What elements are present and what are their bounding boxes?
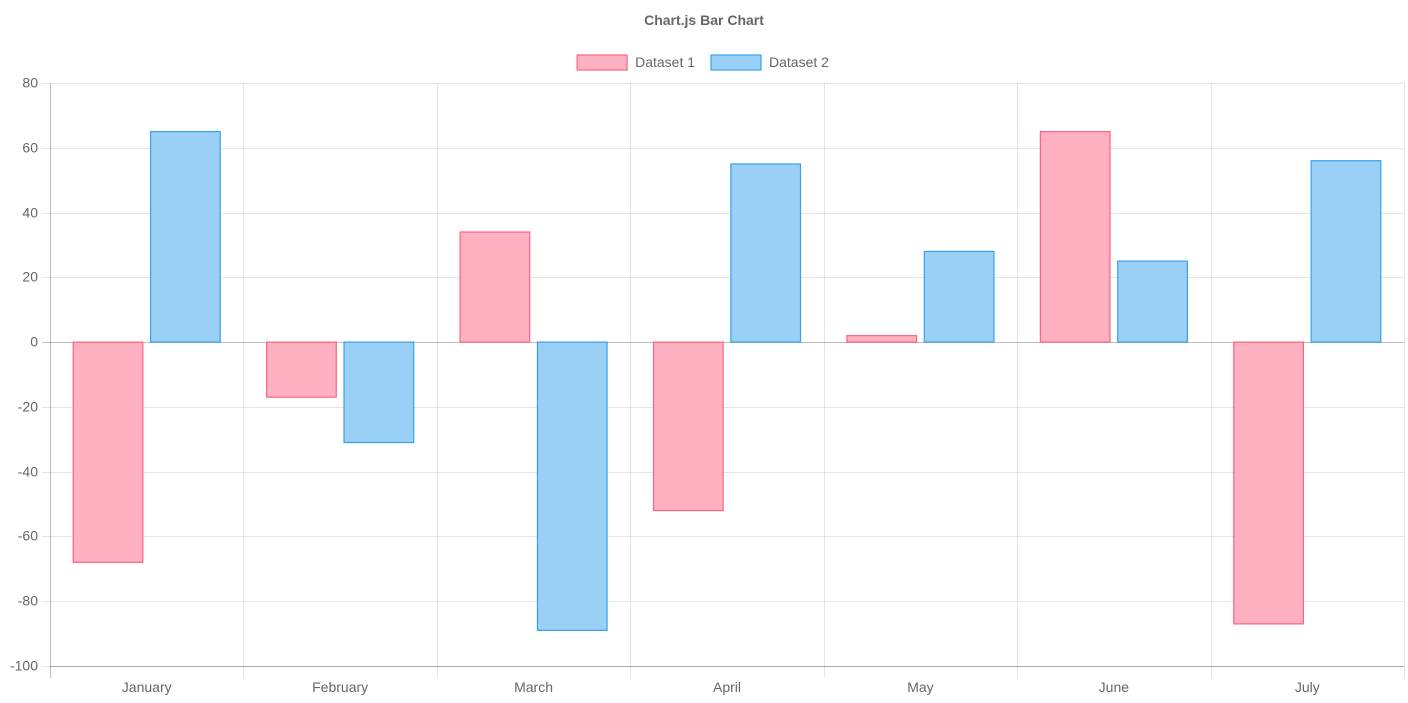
legend-swatch [710, 54, 762, 71]
bar-series-2-may [923, 250, 995, 343]
bar-series-1-march [459, 231, 531, 343]
y-tick-label: 60 [22, 140, 38, 156]
y-tick-label: -100 [10, 658, 38, 674]
legend-label: Dataset 1 [635, 54, 695, 70]
bars [72, 130, 1382, 631]
x-tick-label: March [514, 679, 553, 695]
y-axis: 80 60 40 20 0 -20 -40 -60 -80 -100 [10, 75, 38, 674]
y-tick-label: -80 [18, 593, 38, 609]
y-tick-label: 40 [22, 205, 38, 221]
bar-series-1-january [72, 341, 144, 563]
y-tick-label: 80 [22, 75, 38, 91]
bar-series-1-may [846, 335, 918, 343]
x-axis: January February March April May June July [50, 666, 1404, 695]
legend-swatch [576, 54, 628, 71]
x-tick-label: June [1099, 679, 1130, 695]
legend-item-dataset-2[interactable]: Dataset 2 [710, 54, 829, 71]
bar-series-1-july [1233, 341, 1305, 625]
y-tick-label: -20 [18, 399, 38, 415]
bar-series-1-april [652, 341, 724, 512]
y-tick-label: 20 [22, 269, 38, 285]
x-tick-label: January [122, 679, 172, 695]
bar-series-2-march [536, 341, 608, 631]
chart-title: Chart.js Bar Chart [644, 12, 764, 28]
bar-series-1-june [1039, 130, 1111, 343]
x-tick-label: February [312, 679, 368, 695]
bar-series-2-june [1117, 260, 1188, 343]
x-tick-label: May [907, 679, 933, 695]
bar-series-2-february [343, 341, 415, 444]
bar-series-2-april [730, 163, 802, 343]
legend-item-dataset-1[interactable]: Dataset 1 [576, 54, 695, 71]
legend-label: Dataset 2 [769, 54, 829, 70]
x-tick-label: April [713, 679, 741, 695]
y-tick-label: -40 [18, 464, 38, 480]
legend: Dataset 1 Dataset 2 [576, 54, 829, 71]
y-tick-label: -60 [18, 528, 38, 544]
x-tick-label: July [1295, 679, 1320, 695]
bar-series-2-january [149, 130, 221, 343]
bar-series-1-february [266, 341, 337, 398]
y-tick-label: 0 [30, 334, 38, 350]
bar-series-2-july [1310, 160, 1382, 343]
